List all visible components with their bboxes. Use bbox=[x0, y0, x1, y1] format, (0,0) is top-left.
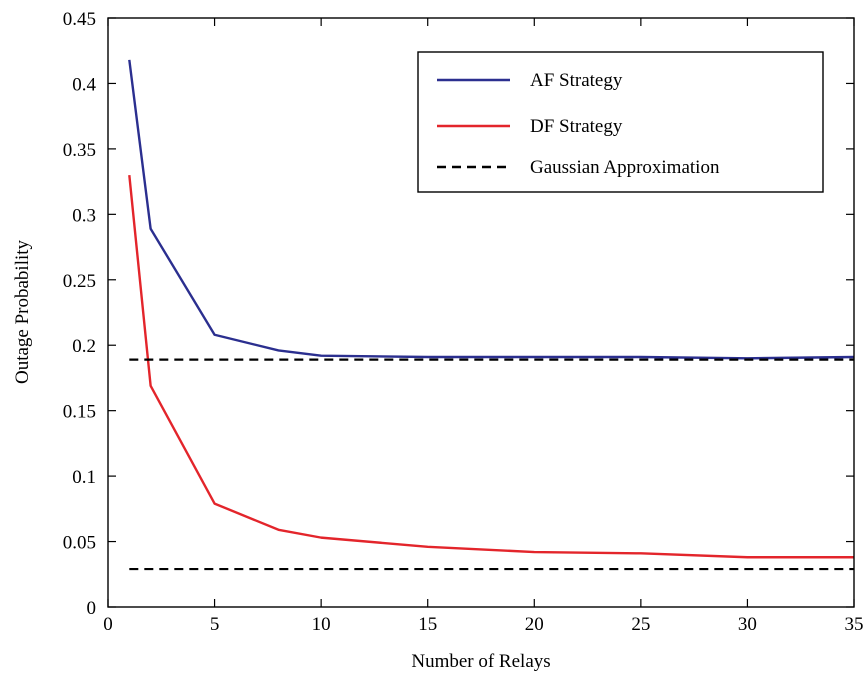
x-axis-title: Number of Relays bbox=[411, 651, 550, 672]
x-tick-label: 15 bbox=[418, 614, 437, 635]
y-tick-label: 0.45 bbox=[63, 9, 96, 30]
y-tick-label: 0.05 bbox=[63, 533, 96, 554]
y-tick-label: 0.35 bbox=[63, 140, 96, 161]
x-tick-label: 30 bbox=[738, 614, 757, 635]
x-tick-label: 5 bbox=[210, 614, 220, 635]
x-tick-label: 0 bbox=[103, 614, 113, 635]
y-tick-label: 0.25 bbox=[63, 271, 96, 292]
y-tick-label: 0 bbox=[87, 598, 97, 619]
x-tick-label: 20 bbox=[525, 614, 544, 635]
series-line-df-strategy-1 bbox=[128, 174, 854, 559]
ticks-layer bbox=[107, 17, 855, 608]
y-tick-label: 0.1 bbox=[72, 467, 96, 488]
legend-label-df: DF Strategy bbox=[530, 116, 623, 137]
plot-area-group bbox=[128, 59, 854, 571]
y-axis-title: Outage Probability bbox=[12, 239, 33, 384]
legend-label-gaussian: Gaussian Approximation bbox=[530, 157, 720, 178]
y-tick-label: 0.2 bbox=[72, 336, 96, 357]
y-tick-label: 0.3 bbox=[72, 205, 96, 226]
series-layer bbox=[128, 59, 854, 571]
legend: AF Strategy DF Strategy Gaussian Approxi… bbox=[417, 51, 824, 193]
y-tick-label: 0.15 bbox=[63, 402, 96, 423]
x-tick-label: 35 bbox=[845, 614, 864, 635]
plot-frame bbox=[107, 17, 855, 608]
x-tick-label: 25 bbox=[631, 614, 650, 635]
tick-labels-layer: 0 5 10 15 20 25 30 35 0 0.05 0.1 0.15 0.2 0.25 0.3 0.35… bbox=[63, 9, 864, 635]
legend-box bbox=[417, 51, 824, 193]
y-tick-label: 0.4 bbox=[72, 74, 96, 95]
series-line-af-strategy-0 bbox=[128, 59, 854, 360]
x-tick-label: 10 bbox=[312, 614, 331, 635]
legend-label-af: AF Strategy bbox=[530, 70, 623, 91]
